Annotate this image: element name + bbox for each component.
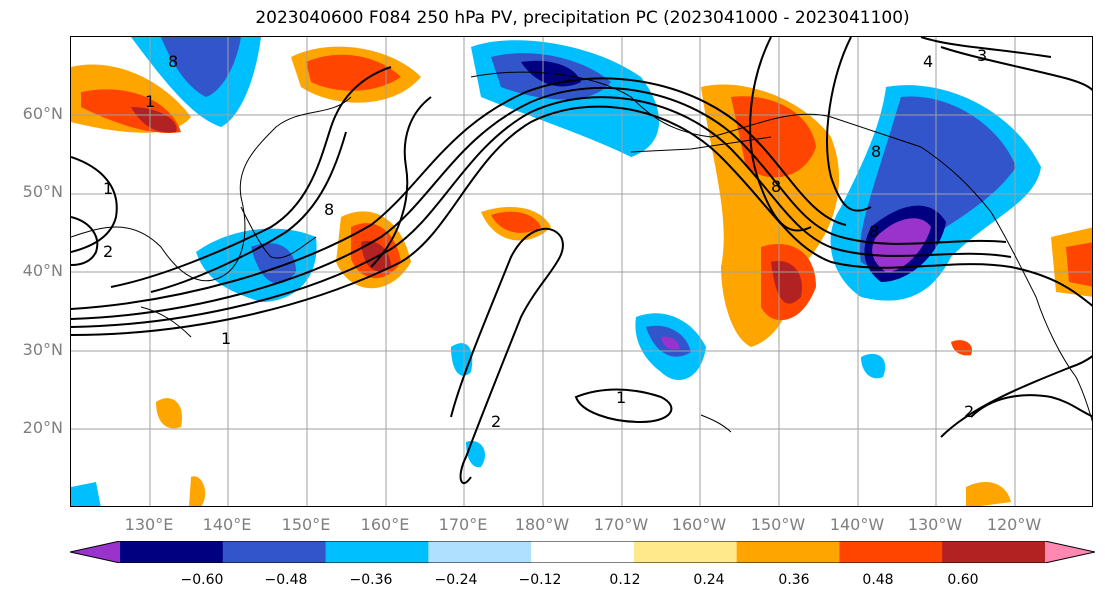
lon-label: 120°W xyxy=(986,515,1042,534)
contour-label: 8 xyxy=(869,222,879,241)
lon-label: 150°E xyxy=(281,515,331,534)
colorbar-tick-label: −0.60 xyxy=(180,572,224,588)
lon-label: 130°W xyxy=(907,515,963,534)
contour-label: 2 xyxy=(491,412,501,431)
colorbar-tick-label: −0.12 xyxy=(518,572,562,588)
lon-label: 140°W xyxy=(829,515,885,534)
colorbar-segment xyxy=(531,541,635,563)
colorbar-tick-label: −0.36 xyxy=(349,572,393,588)
contour-label: 1 xyxy=(221,329,231,348)
colorbar-segment xyxy=(839,541,943,563)
contour-label: 1 xyxy=(103,179,113,198)
colorbar-extend-max xyxy=(1045,541,1095,563)
coastlines xyxy=(71,71,1092,433)
colorbar-segment xyxy=(736,541,840,563)
graticule xyxy=(71,37,1092,506)
contour-label: 4 xyxy=(923,52,933,71)
contour-label: 1 xyxy=(145,92,155,111)
colorbar-segment xyxy=(942,541,1046,563)
contour-labels: 1 1 2 1 2 1 2 3 4 8 8 8 8 8 xyxy=(103,46,987,431)
contour-label: 1 xyxy=(616,388,626,407)
contour-label: 8 xyxy=(771,177,781,196)
lat-label: 60°N xyxy=(22,104,63,123)
lat-label: 40°N xyxy=(22,261,63,280)
colorbar-extend-min xyxy=(70,541,120,563)
lon-label: 140°E xyxy=(202,515,252,534)
colorbar-tick-label: 0.24 xyxy=(693,572,725,588)
colorbar-segment xyxy=(120,541,224,563)
contour-label: 8 xyxy=(871,142,881,161)
contour-label: 2 xyxy=(964,402,974,421)
colorbar-tick-label: 0.48 xyxy=(862,572,894,588)
colorbar xyxy=(70,541,1095,563)
colorbar-segment xyxy=(325,541,429,563)
lat-label: 50°N xyxy=(22,182,63,201)
map-panel: 1 1 2 1 2 1 2 3 4 8 8 8 8 8 xyxy=(70,36,1093,507)
pv-contours xyxy=(71,37,1092,485)
lat-label: 30°N xyxy=(22,340,63,359)
contour-label: 2 xyxy=(103,242,113,261)
lon-label: 170°E xyxy=(438,515,488,534)
contour-label: 3 xyxy=(977,46,987,65)
lon-label: 180°W xyxy=(514,515,570,534)
colorbar-tick-label: 0.36 xyxy=(778,572,810,588)
colorbar-segment xyxy=(428,541,532,563)
map-canvas: 1 1 2 1 2 1 2 3 4 8 8 8 8 8 xyxy=(71,37,1092,506)
lon-label: 160°W xyxy=(671,515,727,534)
lon-label: 170°W xyxy=(593,515,649,534)
lon-label: 160°E xyxy=(360,515,410,534)
map-title: 2023040600 F084 250 hPa PV, precipitatio… xyxy=(255,8,910,28)
colorbar-tick-label: −0.48 xyxy=(264,572,308,588)
colorbar-tick-label: −0.24 xyxy=(434,572,478,588)
lon-label: 150°W xyxy=(750,515,806,534)
colorbar-tick-label: 0.60 xyxy=(947,572,979,588)
lat-label: 20°N xyxy=(22,418,63,437)
colorbar-segment xyxy=(633,541,738,563)
lon-label: 130°E xyxy=(124,515,174,534)
contour-label: 8 xyxy=(324,200,334,219)
contour-label: 8 xyxy=(168,52,178,71)
colorbar-segment xyxy=(222,541,327,563)
colorbar-tick-label: 0.12 xyxy=(609,572,641,588)
